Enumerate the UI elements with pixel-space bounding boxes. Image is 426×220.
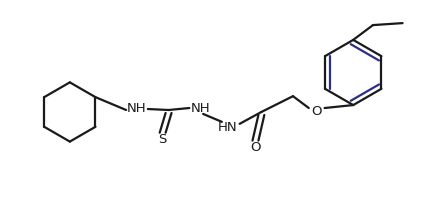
Text: HN: HN xyxy=(218,121,238,134)
Text: NH: NH xyxy=(127,101,147,115)
Text: O: O xyxy=(311,105,322,119)
Text: S: S xyxy=(158,133,167,146)
Text: NH: NH xyxy=(190,101,210,115)
Text: O: O xyxy=(250,141,261,154)
